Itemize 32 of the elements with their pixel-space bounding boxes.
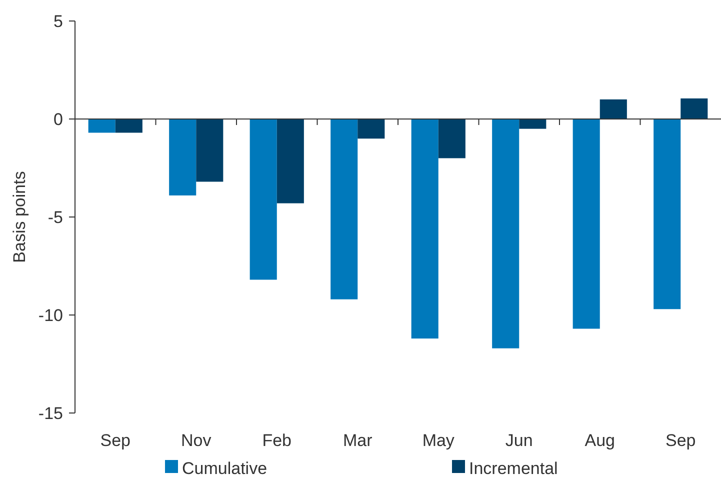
bar: [115, 119, 142, 133]
bar: [492, 119, 520, 348]
bar: [438, 119, 466, 158]
legend-label: Incremental: [469, 458, 558, 478]
x-tick-label: Feb: [262, 431, 292, 450]
y-axis-title: Basis points: [10, 171, 29, 263]
y-tick-label: -5: [48, 208, 63, 227]
x-tick-label: May: [422, 431, 455, 450]
y-tick-label: 5: [54, 12, 63, 31]
y-tick-label: -10: [38, 306, 63, 325]
bar: [169, 119, 196, 196]
bar: [654, 119, 681, 310]
y-tick-label: 0: [54, 110, 63, 129]
x-tick-label: Mar: [342, 431, 373, 450]
bar: [250, 119, 277, 280]
legend-label: Cumulative: [182, 458, 268, 478]
bar: [600, 99, 627, 119]
x-tick-label: Jun: [505, 431, 533, 450]
bar: [276, 119, 304, 204]
bar: [88, 119, 116, 133]
x-tick-label: Sep: [100, 431, 130, 450]
bar: [572, 119, 600, 329]
bar: [196, 119, 224, 182]
y-tick-label: -15: [38, 404, 63, 423]
x-tick-label: Aug: [584, 431, 615, 450]
x-tick-label: Nov: [181, 431, 212, 450]
bar: [680, 98, 708, 119]
bar: [330, 119, 358, 300]
bar: [411, 119, 438, 339]
bar: [519, 119, 546, 129]
bar: [358, 119, 385, 139]
x-tick-label: Sep: [666, 431, 696, 450]
